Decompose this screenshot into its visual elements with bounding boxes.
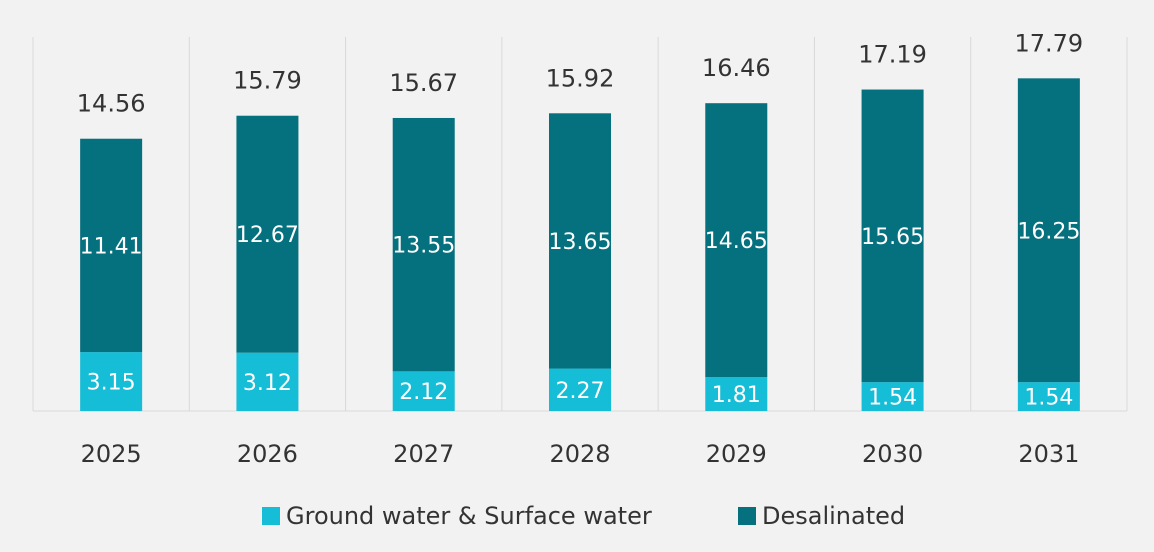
- value-label: 2.12: [399, 380, 448, 405]
- legend-label: Desalinated: [762, 502, 905, 530]
- total-label: 16.46: [702, 54, 771, 82]
- value-label: 13.65: [549, 230, 612, 255]
- x-tick-label: 2031: [1018, 440, 1079, 468]
- x-tick-label: 2026: [237, 440, 298, 468]
- bar-segment: [80, 352, 143, 411]
- x-tick-label: 2025: [81, 440, 142, 468]
- x-tick-label: 2029: [706, 440, 767, 468]
- total-label: 15.92: [546, 64, 615, 92]
- bar-segment: [1017, 78, 1080, 383]
- value-label: 15.65: [861, 225, 924, 250]
- legend-swatch: [262, 507, 280, 525]
- total-label: 15.79: [233, 67, 302, 95]
- bar-segment: [236, 115, 299, 353]
- bar-segment: [392, 371, 455, 411]
- value-label: 14.65: [705, 229, 768, 254]
- total-label: 17.19: [858, 41, 927, 69]
- bar-segment: [236, 352, 299, 411]
- bar-segment: [549, 113, 611, 369]
- bar-segment: [705, 103, 768, 378]
- bar-segment: [392, 117, 455, 372]
- legend-swatch: [738, 507, 756, 525]
- x-tick-label: 2028: [549, 440, 610, 468]
- bar-segment: [861, 382, 924, 411]
- value-label: 3.15: [87, 371, 136, 396]
- value-label: 12.67: [236, 223, 299, 248]
- x-tick-label: 2030: [862, 440, 923, 468]
- value-label: 1.54: [1024, 386, 1073, 411]
- x-tick-label: 2027: [393, 440, 454, 468]
- value-label: 3.12: [243, 371, 292, 396]
- legend-label: Ground water & Surface water: [286, 502, 652, 530]
- total-label: 15.67: [389, 69, 458, 97]
- value-label: 2.27: [556, 379, 605, 404]
- bar-segment: [861, 89, 924, 383]
- value-label: 1.54: [868, 386, 917, 411]
- total-label: 17.79: [1014, 29, 1083, 57]
- bar-segment: [80, 138, 143, 353]
- bar-segment: [705, 377, 768, 411]
- value-label: 1.81: [712, 383, 761, 408]
- value-label: 13.55: [392, 234, 455, 259]
- value-label: 11.41: [80, 234, 143, 259]
- value-label: 16.25: [1017, 219, 1080, 244]
- bar-segment: [1017, 382, 1080, 411]
- bar-segment: [549, 368, 611, 411]
- total-label: 14.56: [77, 90, 146, 118]
